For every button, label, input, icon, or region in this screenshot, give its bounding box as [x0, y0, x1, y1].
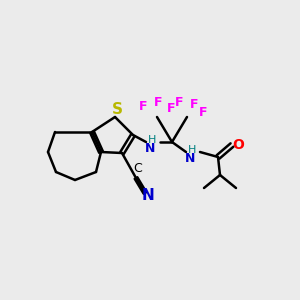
Text: O: O — [232, 138, 244, 152]
Text: H: H — [148, 135, 156, 145]
Text: F: F — [199, 106, 207, 118]
Text: H: H — [188, 145, 196, 155]
Text: S: S — [112, 101, 122, 116]
Text: F: F — [175, 97, 183, 110]
Text: N: N — [145, 142, 155, 154]
Text: F: F — [139, 100, 147, 113]
Text: F: F — [190, 98, 198, 110]
Text: F: F — [154, 97, 162, 110]
Text: F: F — [167, 103, 175, 116]
Text: C: C — [134, 163, 142, 176]
Text: N: N — [185, 152, 195, 164]
Text: N: N — [142, 188, 154, 202]
